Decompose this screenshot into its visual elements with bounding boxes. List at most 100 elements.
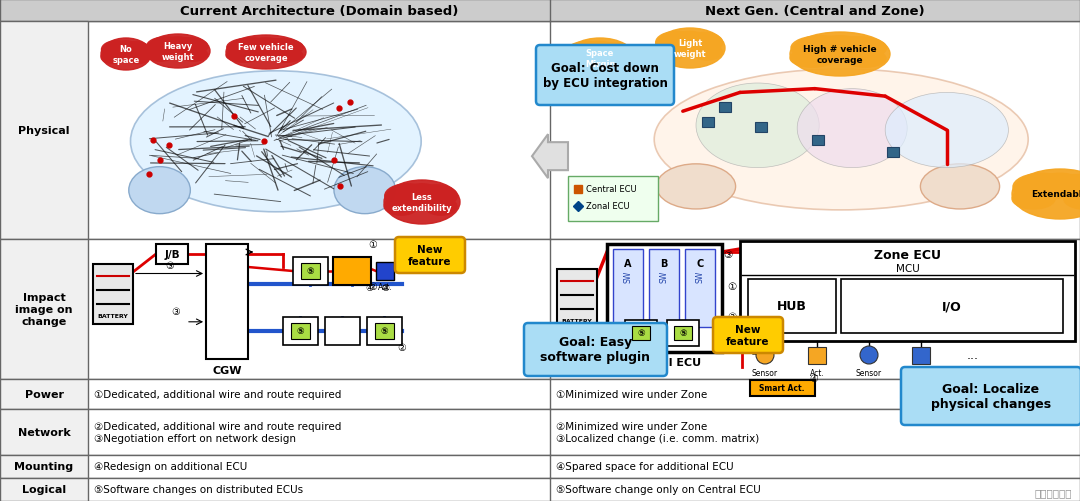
Text: ④: ④: [810, 373, 819, 383]
Bar: [674, 326, 692, 341]
Ellipse shape: [246, 39, 286, 55]
Bar: [0, 409, 87, 455]
Ellipse shape: [1036, 174, 1080, 198]
Ellipse shape: [789, 50, 835, 68]
Text: Few vehicle
coverage: Few vehicle coverage: [239, 43, 294, 63]
Text: Sensor: Sensor: [856, 368, 882, 377]
Text: J/B: J/B: [164, 249, 179, 260]
Text: HUB: HUB: [778, 300, 807, 313]
Bar: [0, 239, 1080, 379]
Text: Zone ECU: Zone ECU: [874, 248, 941, 262]
Text: ①: ①: [727, 282, 737, 292]
Ellipse shape: [566, 42, 608, 64]
FancyBboxPatch shape: [524, 323, 667, 376]
Text: ⑤Software changes on distributed ECUs: ⑤Software changes on distributed ECUs: [94, 484, 303, 494]
Ellipse shape: [113, 42, 138, 57]
Ellipse shape: [565, 54, 596, 71]
Ellipse shape: [226, 49, 262, 63]
Ellipse shape: [1012, 170, 1080, 219]
Bar: [750, 380, 815, 396]
Ellipse shape: [886, 93, 1009, 168]
Text: ③: ③: [724, 249, 732, 260]
Circle shape: [860, 346, 878, 364]
Text: 汽车电子设计: 汽车电子设计: [1035, 487, 1072, 497]
Bar: [808, 347, 826, 364]
Ellipse shape: [146, 35, 210, 69]
Bar: [301, 264, 320, 279]
Text: ②Dedicated, additional wire and route required
③Negotiation effort on network de: ②Dedicated, additional wire and route re…: [94, 421, 341, 443]
Ellipse shape: [1012, 188, 1055, 209]
Text: ④: ④: [381, 284, 389, 293]
Text: SW: SW: [660, 271, 669, 283]
Ellipse shape: [102, 42, 132, 59]
Text: Sensor: Sensor: [752, 368, 778, 377]
Ellipse shape: [259, 40, 303, 57]
Bar: [0, 455, 87, 478]
Ellipse shape: [147, 38, 185, 57]
Text: B: B: [660, 259, 667, 269]
Bar: [625, 320, 657, 346]
Bar: [912, 347, 930, 364]
Bar: [0, 239, 87, 379]
Text: ④: ④: [750, 346, 758, 356]
Ellipse shape: [920, 164, 1000, 209]
Text: ③: ③: [172, 306, 180, 316]
Ellipse shape: [384, 181, 460, 224]
FancyBboxPatch shape: [901, 367, 1080, 425]
Bar: [0, 0, 1080, 22]
Bar: [755, 123, 767, 133]
Ellipse shape: [426, 198, 457, 216]
Text: Extendable: Extendable: [1031, 190, 1080, 199]
Text: Act.: Act.: [378, 283, 392, 292]
Ellipse shape: [122, 43, 149, 59]
Text: Power: Power: [25, 389, 64, 399]
Text: Logical: Logical: [22, 484, 66, 494]
Ellipse shape: [334, 167, 395, 214]
FancyBboxPatch shape: [536, 46, 674, 106]
Bar: [0, 478, 87, 501]
Bar: [375, 324, 394, 339]
Bar: [156, 244, 188, 265]
Ellipse shape: [1013, 174, 1070, 201]
Text: New
feature: New feature: [726, 325, 770, 346]
FancyBboxPatch shape: [713, 317, 783, 353]
Text: ④: ④: [365, 284, 373, 293]
Text: BATTERY: BATTERY: [97, 314, 129, 319]
Text: Current Architecture (Domain based): Current Architecture (Domain based): [179, 5, 458, 18]
Bar: [685, 249, 715, 327]
Ellipse shape: [791, 37, 851, 61]
Text: C: C: [697, 259, 704, 269]
Bar: [367, 317, 402, 345]
Text: Act.: Act.: [810, 368, 824, 377]
Bar: [0, 379, 87, 409]
Text: ⑤: ⑤: [307, 267, 314, 276]
Ellipse shape: [180, 49, 207, 62]
Bar: [812, 136, 824, 146]
Bar: [607, 244, 723, 352]
Bar: [649, 249, 679, 327]
Ellipse shape: [684, 34, 723, 53]
Ellipse shape: [269, 50, 302, 63]
Ellipse shape: [565, 39, 635, 79]
Bar: [0, 409, 1080, 455]
Text: Less
extendibility: Less extendibility: [392, 193, 453, 212]
Text: SW: SW: [696, 271, 704, 283]
Text: ①: ①: [368, 239, 377, 249]
Bar: [557, 270, 597, 329]
Bar: [718, 103, 731, 113]
Bar: [0, 379, 1080, 409]
Text: ①Minimized wire under Zone: ①Minimized wire under Zone: [556, 389, 707, 399]
Text: Goal: Localize
physical changes: Goal: Localize physical changes: [931, 382, 1051, 410]
Bar: [93, 265, 133, 324]
Text: No
space: No space: [112, 45, 139, 65]
Text: ②: ②: [368, 282, 377, 292]
Text: Next Gen. (Central and Zone): Next Gen. (Central and Zone): [705, 5, 924, 18]
Text: Goal: Easy
software plugin: Goal: Easy software plugin: [540, 336, 650, 364]
Ellipse shape: [832, 38, 887, 60]
Ellipse shape: [227, 39, 274, 58]
Ellipse shape: [843, 51, 886, 68]
Bar: [702, 118, 714, 128]
Text: ⑤: ⑤: [679, 329, 687, 338]
Bar: [888, 148, 900, 158]
Text: Impact
image on
change: Impact image on change: [15, 293, 72, 326]
